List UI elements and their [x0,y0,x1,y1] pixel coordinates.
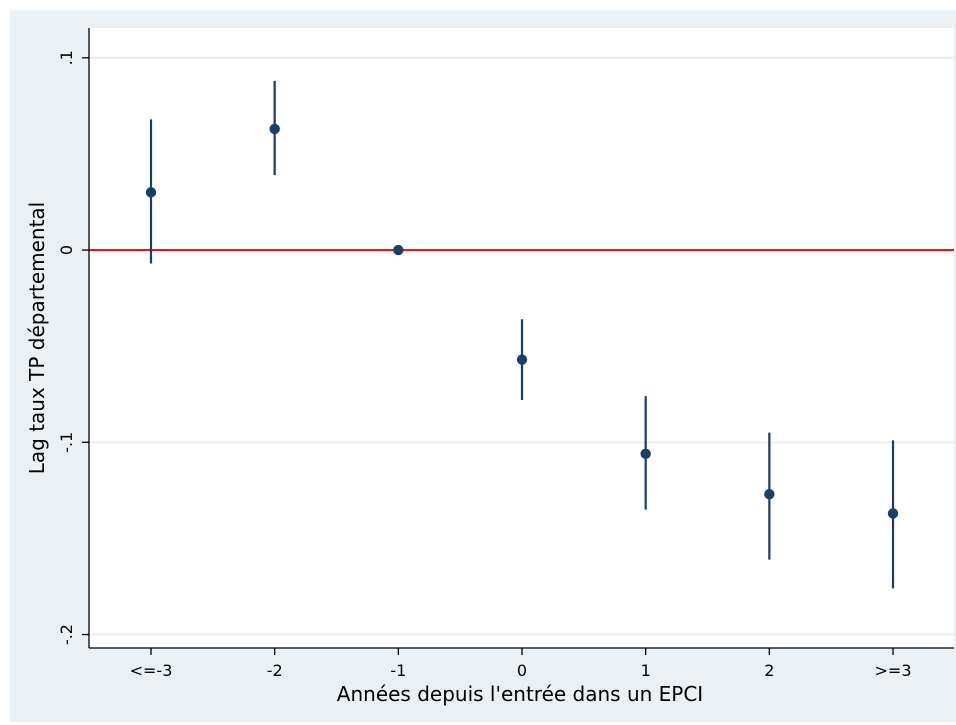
y-tick-label: .1 [57,50,76,65]
point-estimate [887,508,899,519]
y-axis-title: Lag taux TP départemental [25,202,49,475]
y-tick-label: -.2 [57,624,76,645]
point-estimate [516,354,528,365]
x-tick-label: -2 [267,661,283,680]
point-estimate [269,123,280,135]
x-axis-title: Années depuis l'entrée dans un EPCI [337,682,703,706]
x-ticks: <=-3 -2 -1 0 1 2 >=3 [130,648,912,680]
x-tick-label: -1 [390,661,406,680]
point-estimate [764,489,775,500]
x-tick-label: >=3 [875,661,912,680]
point-estimate [145,187,157,198]
y-tick-label: 0 [57,245,76,255]
x-tick-label: 0 [517,661,527,680]
point-estimate [393,244,404,256]
x-tick-label: 2 [764,661,774,680]
y-ticks: .1 0 -.1 -.2 [57,50,89,645]
y-tick-label: -.1 [57,432,76,453]
point-estimate [640,448,651,460]
marks-layer [145,80,899,589]
x-tick-label: <=-3 [130,661,173,680]
x-tick-label: 1 [641,661,651,680]
